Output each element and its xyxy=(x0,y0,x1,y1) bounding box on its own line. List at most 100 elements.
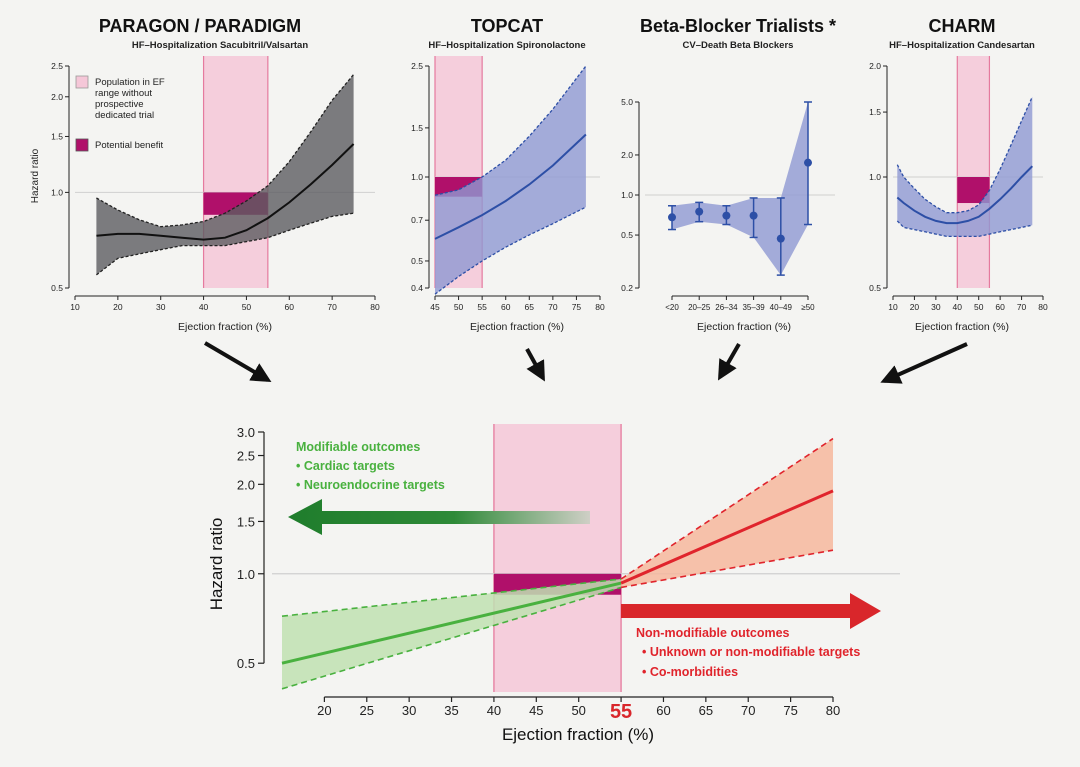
charm-plot: 0.5 1.0 1.5 2.0 10 20 30 40 50 60 70 80 xyxy=(869,56,1048,312)
charm-ytick-label-0: 0.5 xyxy=(869,283,881,293)
panel-title-paragon: PARAGON / PARADIGM xyxy=(99,16,301,36)
summary-xtick-label-5: 45 xyxy=(529,703,543,718)
topcat-plot: 0.4 0.5 0.7 1.0 1.5 2.5 45 50 55 60 65 70 75 80 xyxy=(411,56,605,312)
panel-title-charm: CHARM xyxy=(929,16,996,36)
legend-label-pink: Population in EF range without prospecti… xyxy=(95,77,167,121)
topcat-xtick-label-4: 65 xyxy=(525,302,535,312)
paragon-ytick-label-0: 0.5 xyxy=(51,283,63,293)
paragon-ci-lower xyxy=(96,212,354,276)
betablocker-ytick-label-4: 5.0 xyxy=(621,97,633,107)
summary-xtick-label-11: 80 xyxy=(826,703,840,718)
paragon-ytick-label-2: 1.5 xyxy=(51,131,63,141)
summary-xtick-label-0: 20 xyxy=(317,703,331,718)
summary-xtick-label-10: 75 xyxy=(783,703,797,718)
betablocker-xtick-label-2: 26–34 xyxy=(715,303,738,312)
betablocker-xtick-label-1: 20–25 xyxy=(688,303,711,312)
summary-xtick-label-4: 40 xyxy=(487,703,501,718)
summary-ci-lower-modifiable xyxy=(281,586,622,690)
topcat-ci-band xyxy=(435,66,586,295)
panel-subtitle-topcat: HF–Hospitalization Spironolactone xyxy=(428,40,585,51)
nonmodifiable-arrow xyxy=(621,593,881,629)
paragon-xtick-label-1: 20 xyxy=(113,302,123,312)
summary-ci-lower-non-modifiable xyxy=(620,549,834,589)
topcat-ytick-label-2: 0.7 xyxy=(411,215,423,225)
panel-title-betablocker: Beta-Blocker Trialists * xyxy=(640,16,836,36)
charm-xtick-label-3: 40 xyxy=(953,302,963,312)
topcat-ytick-label-0: 0.4 xyxy=(411,283,423,293)
betablocker-plot: 0.2 0.5 1.0 2.0 5.0 <20 20–25 26–34 35–39 40–49 ≥5… xyxy=(621,97,835,312)
summary-xtick-label-1: 25 xyxy=(360,703,374,718)
charm-xtick-label-0: 10 xyxy=(888,302,898,312)
paragon-xtick-label-7: 80 xyxy=(370,302,380,312)
arrow-topcat xyxy=(525,348,545,382)
paragon-xtick-label-2: 30 xyxy=(156,302,166,312)
summary-xtick-label-2: 30 xyxy=(402,703,416,718)
paragon-xtick-label-5: 60 xyxy=(285,302,295,312)
charm-ytick-label-1: 1.0 xyxy=(869,172,881,182)
summary-ytick-label-2: 1.5 xyxy=(237,514,255,529)
paragon-ytick-label-4: 2.5 xyxy=(51,61,63,71)
nonmodifiable-item-2: • Co-morbidities xyxy=(642,665,738,679)
betablocker-xtick-label-5: ≥50 xyxy=(801,303,815,312)
summary-ytick-label-4: 2.5 xyxy=(237,449,255,464)
betablocker-ytick-label-1: 0.5 xyxy=(621,230,633,240)
summary-estimate-line-non-modifiable xyxy=(620,489,834,585)
topcat-xtick-label-2: 55 xyxy=(477,302,487,312)
summary-xtick-label-7: 60 xyxy=(656,703,670,718)
panel-title-topcat: TOPCAT xyxy=(471,16,543,36)
paragon-ci-upper xyxy=(96,74,355,228)
betablocker-ytick-label-2: 1.0 xyxy=(621,190,633,200)
ylabel-summary: Hazard ratio xyxy=(207,518,226,611)
charm-ef-highlight xyxy=(957,56,990,288)
arrow-paragon xyxy=(203,341,272,383)
paragon-xtick-label-3: 40 xyxy=(199,302,209,312)
paragon-ytick-label-1: 1.0 xyxy=(51,187,63,197)
topcat-estimate-line xyxy=(434,133,587,240)
topcat-xtick-label-6: 75 xyxy=(572,302,582,312)
xlabel-betablocker: Ejection fraction (%) xyxy=(697,321,791,333)
arrow-betablocker xyxy=(718,343,741,381)
summary-estimate-line-modifiable xyxy=(281,581,622,665)
paragon-xtick-label-6: 70 xyxy=(327,302,337,312)
ylabel-paragon: Hazard ratio xyxy=(30,148,41,203)
summary-plot: 0.5 1.0 1.5 2.0 2.5 3.0 20 25 30 35 40 45 50 60 65 70 75… xyxy=(237,424,900,723)
charm-xtick-label-5: 60 xyxy=(995,302,1005,312)
summary-ci-band-non-modifiable xyxy=(621,438,833,588)
panel-subtitle-paragon: HF–Hospitalization Sacubitril/Valsartan xyxy=(132,40,309,51)
charm-xtick-label-7: 80 xyxy=(1038,302,1048,312)
betablocker-xtick-label-4: 40–49 xyxy=(770,303,793,312)
panel-subtitle-charm: HF–Hospitalization Candesartan xyxy=(889,40,1035,51)
betablocker-ci-band xyxy=(672,102,808,276)
summary-ci-band-modifiable xyxy=(282,579,622,689)
summary-ytick-label-3: 2.0 xyxy=(237,477,255,492)
summary-ci-upper-modifiable xyxy=(281,578,622,617)
charm-xtick-label-2: 30 xyxy=(931,302,941,312)
legend-label-benefit: Potential benefit xyxy=(95,140,163,151)
paragon-xtick-label-0: 10 xyxy=(70,302,80,312)
paragon-ci-band xyxy=(96,74,354,275)
betablocker-point-1 xyxy=(695,207,704,216)
paragon-estimate-line xyxy=(96,143,355,241)
betablocker-point-0 xyxy=(668,213,676,222)
modifiable-item-1: • Cardiac targets xyxy=(296,459,395,473)
charm-ytick-label-2: 1.5 xyxy=(869,107,881,117)
summary-xtick-label-6: 50 xyxy=(571,703,585,718)
betablocker-point-3 xyxy=(749,211,758,220)
betablocker-point-5 xyxy=(804,158,812,167)
modifiable-arrow xyxy=(288,499,590,535)
topcat-xtick-label-1: 50 xyxy=(454,302,464,312)
topcat-xtick-label-7: 80 xyxy=(595,302,605,312)
xlabel-charm: Ejection fraction (%) xyxy=(915,321,1009,333)
betablocker-xtick-label-0: <20 xyxy=(665,303,679,312)
betablocker-ytick-label-0: 0.2 xyxy=(621,283,633,293)
topcat-ytick-label-3: 1.0 xyxy=(411,172,423,182)
modifiable-item-2: • Neuroendocrine targets xyxy=(296,478,445,492)
paragon-plot: 0.5 1.0 1.5 2.0 2.5 10 20 30 40 50 60 70 80 xyxy=(51,56,380,312)
xlabel-summary: Ejection fraction (%) xyxy=(502,725,654,744)
paragon-ef-highlight xyxy=(203,56,268,288)
arrow-charm xyxy=(880,342,968,384)
legend-swatch-benefit xyxy=(75,138,89,152)
topcat-xtick-label-3: 60 xyxy=(501,302,511,312)
